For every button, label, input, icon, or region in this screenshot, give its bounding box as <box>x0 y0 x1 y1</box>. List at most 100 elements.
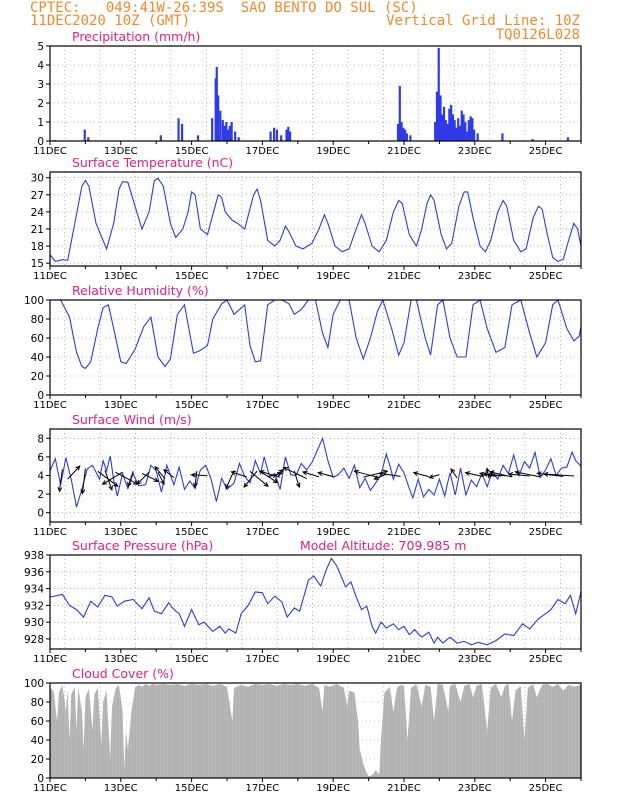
pres-xtick-label: 17DEC <box>246 654 280 665</box>
cloud-ytick-label: 60 <box>31 716 44 728</box>
cloud-xtick-label: 13DEC <box>104 783 138 794</box>
precip-bar <box>531 139 534 141</box>
temp-line <box>49 177 582 263</box>
rh-xtick-label: 19DEC <box>316 400 350 411</box>
pres-frame <box>49 554 582 650</box>
precip-bar <box>458 125 462 141</box>
rh-xtick-label: 21DEC <box>387 400 421 411</box>
precip-bar <box>455 127 458 141</box>
wind-arrow <box>272 469 284 479</box>
wind-arrow <box>318 472 334 478</box>
pres-ytick-label: 938 <box>24 550 44 562</box>
wind-arrow-head <box>282 467 289 472</box>
pres-xtick-label: 11DEC <box>33 654 67 665</box>
precip-bar <box>437 47 440 141</box>
precip-bar <box>473 129 476 141</box>
temp-xtick-label: 11DEC <box>33 271 67 282</box>
wind-xtick-label: 23DEC <box>458 527 492 538</box>
cloud-xtick-label: 25DEC <box>529 783 563 794</box>
rh-xtick-label: 25DEC <box>529 400 563 411</box>
wind-arrow <box>157 471 165 485</box>
precip-xtick-label: 17DEC <box>246 146 280 157</box>
precip-ytick-label: 5 <box>37 41 44 53</box>
wind-arrow <box>231 471 247 478</box>
wind-arrow-head <box>75 465 81 471</box>
wind-arrow <box>429 474 440 479</box>
precip-bar <box>441 114 444 141</box>
precip-bar <box>409 135 412 141</box>
wind-arrow <box>354 470 378 478</box>
precip-bar <box>217 95 220 141</box>
header-model-id: TQ0126L028 <box>495 27 580 43</box>
wind-arrow <box>486 468 490 479</box>
rh-xtick-label: 13DEC <box>104 400 138 411</box>
wind-xtick-label: 15DEC <box>175 527 209 538</box>
wind-xtick-label: 19DEC <box>316 527 350 538</box>
wind-arrow <box>465 472 484 478</box>
wind-arrow <box>141 472 159 482</box>
wind-arrow-head <box>101 480 108 485</box>
wind-arrow <box>283 467 307 480</box>
wind-xtick-label: 11DEC <box>33 527 67 538</box>
wind-arrow-head <box>295 482 301 489</box>
wind-arrow <box>194 470 198 488</box>
precip-bar <box>451 114 454 141</box>
wind-arrow-head <box>225 483 230 490</box>
wind-arrow <box>489 471 513 478</box>
wind-arrow-head <box>278 468 284 475</box>
wind-arrow <box>450 468 458 479</box>
wind-arrow-head <box>428 474 434 479</box>
wind-arrow <box>508 473 530 477</box>
rh-ytick-label: 60 <box>31 333 44 345</box>
wind-arrow-head <box>542 471 549 477</box>
wind-arrow-head <box>193 482 198 489</box>
precip-bar <box>221 120 224 141</box>
wind-arrow-head <box>488 470 495 476</box>
precip-bar <box>237 137 240 141</box>
pres-xtick-label: 13DEC <box>104 654 138 665</box>
precip-bar <box>501 133 504 141</box>
wind-ytick-label: 8 <box>37 433 44 445</box>
pres-ytick-label: 930 <box>24 617 44 629</box>
wind-line <box>49 436 582 508</box>
wind-arrow <box>269 472 282 477</box>
precip-bar <box>177 118 180 141</box>
precip-bar <box>434 122 437 141</box>
header-datetime: 11DEC2020 10Z (GMT) <box>30 13 191 29</box>
cloud-ytick-label: 80 <box>31 697 44 709</box>
precip-bar <box>462 114 465 141</box>
wind-arrow <box>379 472 401 477</box>
wind-arrow-head <box>243 482 249 488</box>
wind-arrow <box>293 470 300 488</box>
wind-xtick-label: 21DEC <box>387 527 421 538</box>
wind-arrow <box>136 471 150 485</box>
pres-xtick-label: 15DEC <box>175 654 209 665</box>
precip-xtick-label: 21DEC <box>387 146 421 157</box>
rh-xtick-label: 17DEC <box>246 400 280 411</box>
wind-arrow-head <box>160 479 165 486</box>
precip-bar <box>234 131 237 141</box>
precip-bar <box>476 133 479 141</box>
precip-bar <box>196 135 200 141</box>
precip-frame <box>49 45 582 142</box>
wind-arrow <box>302 471 320 478</box>
wind-ytick-label: 4 <box>37 471 44 483</box>
precip-bar <box>398 85 401 141</box>
precip-bar <box>83 129 86 141</box>
precip-bar <box>288 131 292 141</box>
temp-ytick-label: 21 <box>31 224 44 236</box>
wind-arrow-head <box>258 470 265 475</box>
temp-xtick-label: 21DEC <box>387 271 421 282</box>
precip-bar <box>457 118 460 141</box>
wind-arrow-head <box>136 479 142 486</box>
wind-arrow-head <box>163 468 169 475</box>
precip-bar <box>211 118 214 141</box>
wind-arrow-head <box>272 478 279 484</box>
precip-xtick-label: 13DEC <box>104 146 138 157</box>
wind-arrow-head <box>507 472 514 477</box>
header-location: CPTEC: 049:41W-26:39S SAO BENTO DO SUL (… <box>30 0 418 16</box>
wind-arrow-head <box>263 481 269 488</box>
wind-arrow <box>81 468 86 494</box>
rh-frame <box>49 299 582 396</box>
precip-bar <box>269 131 272 141</box>
